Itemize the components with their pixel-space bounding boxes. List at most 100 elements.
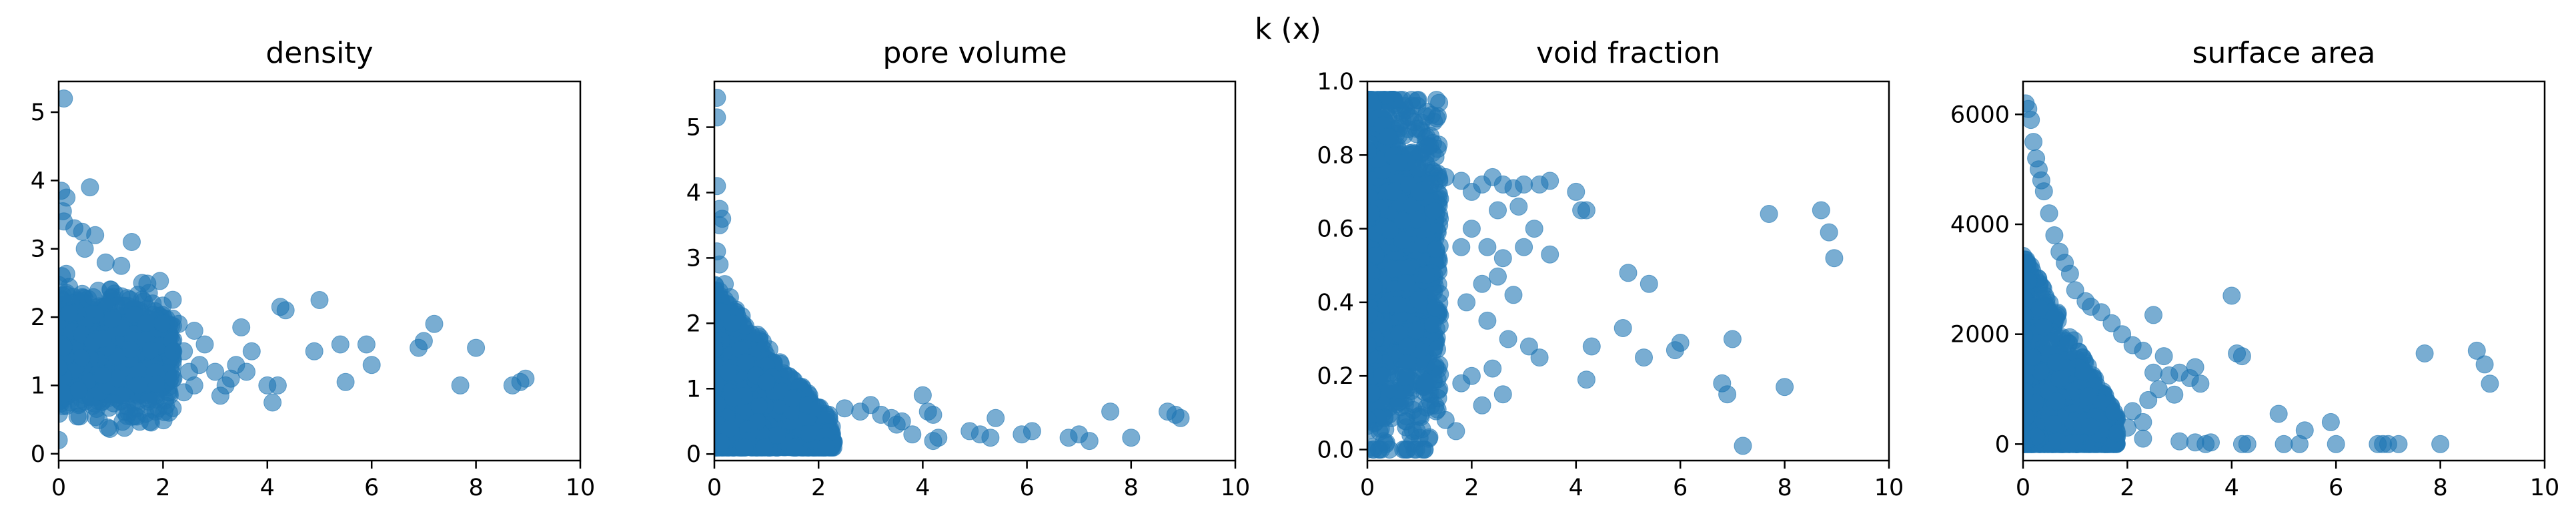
x-tick-label: 4 (260, 475, 275, 501)
data-point (1361, 421, 1378, 439)
data-point (1636, 349, 1653, 366)
data-point (113, 257, 130, 274)
data-point (1405, 396, 1423, 413)
data-point (122, 341, 139, 358)
data-point (1484, 360, 1501, 377)
data-point (57, 265, 75, 282)
x-tick-label: 2 (811, 475, 826, 501)
data-point (116, 403, 133, 421)
y-tick-label: 1.0 (1317, 69, 1354, 95)
data-point (711, 216, 728, 234)
scatter-points (706, 89, 1189, 457)
data-point (85, 288, 102, 306)
x-tick-label: 6 (1673, 475, 1688, 501)
data-point (517, 370, 534, 387)
data-point (1505, 286, 1522, 304)
data-point (1525, 220, 1543, 238)
data-point (109, 370, 126, 387)
data-point (1672, 334, 1689, 352)
data-point (1403, 91, 1420, 109)
x-tick-label: 4 (1569, 475, 1583, 501)
data-point (87, 306, 104, 323)
data-point (452, 376, 469, 394)
data-point (1399, 338, 1416, 356)
x-tick-label: 0 (1360, 475, 1375, 501)
data-point (707, 376, 724, 393)
data-point (97, 254, 114, 271)
data-point (1473, 275, 1491, 292)
data-point (1390, 154, 1407, 171)
data-point (1407, 322, 1425, 339)
data-point (1427, 299, 1444, 316)
data-point (1424, 316, 1441, 334)
data-point (1381, 441, 1398, 459)
x-tick-label: 0 (51, 475, 66, 501)
data-point (1410, 292, 1427, 309)
data-point (1393, 212, 1411, 230)
data-point (130, 376, 147, 394)
data-point (1427, 241, 1445, 258)
data-point (1384, 260, 1401, 278)
data-point (1760, 206, 1778, 223)
data-point (1577, 202, 1595, 219)
data-point (1776, 378, 1794, 396)
data-point (142, 342, 159, 359)
y-tick-label: 5 (686, 115, 701, 142)
data-point (1453, 238, 1470, 256)
data-point (1541, 172, 1559, 190)
y-tick-label: 4 (31, 168, 45, 194)
data-point (1123, 429, 1140, 447)
data-point (708, 109, 726, 126)
data-point (924, 406, 942, 423)
data-point (784, 390, 801, 407)
data-point (154, 315, 171, 332)
data-point (269, 376, 286, 394)
y-tick-label: 2 (686, 310, 701, 337)
data-point (164, 291, 181, 308)
x-tick-label: 10 (566, 475, 596, 501)
data-point (987, 409, 1005, 427)
data-point (139, 393, 157, 411)
data-point (724, 314, 741, 332)
data-point (211, 387, 229, 405)
data-point (1102, 403, 1119, 421)
data-point (332, 336, 349, 353)
data-point (148, 375, 165, 392)
data-point (1413, 441, 1431, 459)
data-point (1473, 397, 1491, 414)
data-point (305, 342, 323, 360)
data-point (1812, 202, 1830, 219)
data-point (170, 315, 187, 332)
data-point (1385, 183, 1402, 200)
data-point (337, 373, 354, 390)
data-point (1172, 409, 1189, 427)
data-point (233, 318, 250, 336)
data-point (1614, 320, 1632, 337)
data-point (123, 234, 141, 251)
data-point (81, 179, 99, 196)
data-point (1541, 246, 1559, 263)
data-point (137, 314, 155, 332)
data-point (426, 315, 443, 332)
data-point (914, 386, 931, 404)
x-tick-label: 2 (1464, 475, 1479, 501)
x-tick-label: 8 (468, 475, 483, 501)
data-point (1494, 250, 1511, 267)
y-tick-label: 0 (31, 441, 45, 468)
data-point (1719, 386, 1736, 403)
y-tick-label: 0.4 (1317, 290, 1354, 316)
data-point (70, 382, 87, 399)
data-point (1431, 366, 1449, 383)
data-point (155, 403, 173, 421)
data-point (133, 274, 151, 292)
data-point (750, 397, 768, 415)
data-point (1023, 423, 1041, 440)
data-point (415, 332, 432, 350)
x-tick-label: 8 (1124, 475, 1139, 501)
y-tick-label: 3 (31, 236, 45, 263)
data-point (1458, 294, 1475, 311)
data-point (721, 288, 738, 306)
x-tick-label: 6 (364, 475, 379, 501)
data-point (1463, 220, 1480, 238)
